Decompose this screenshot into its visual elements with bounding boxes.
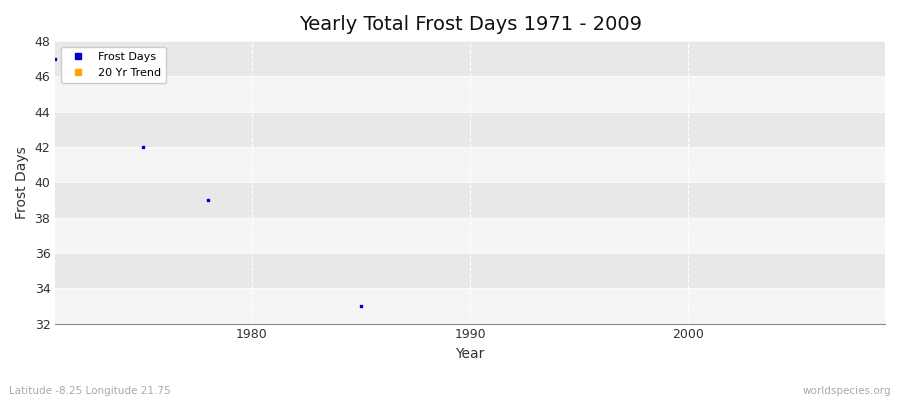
Y-axis label: Frost Days: Frost Days <box>15 146 29 219</box>
Point <box>354 303 368 309</box>
Text: worldspecies.org: worldspecies.org <box>803 386 891 396</box>
Bar <box>55 76 885 112</box>
Point <box>135 144 149 150</box>
Bar <box>55 182 885 218</box>
Text: Latitude -8.25 Longitude 21.75: Latitude -8.25 Longitude 21.75 <box>9 386 171 396</box>
Bar <box>55 288 885 324</box>
Legend: Frost Days, 20 Yr Trend: Frost Days, 20 Yr Trend <box>61 47 166 83</box>
Bar <box>55 218 885 253</box>
Bar <box>55 41 885 76</box>
Bar <box>55 147 885 182</box>
Title: Yearly Total Frost Days 1971 - 2009: Yearly Total Frost Days 1971 - 2009 <box>299 15 642 34</box>
Bar <box>55 112 885 147</box>
Point <box>48 56 62 62</box>
X-axis label: Year: Year <box>455 347 485 361</box>
Bar <box>55 253 885 288</box>
Point <box>201 197 215 203</box>
